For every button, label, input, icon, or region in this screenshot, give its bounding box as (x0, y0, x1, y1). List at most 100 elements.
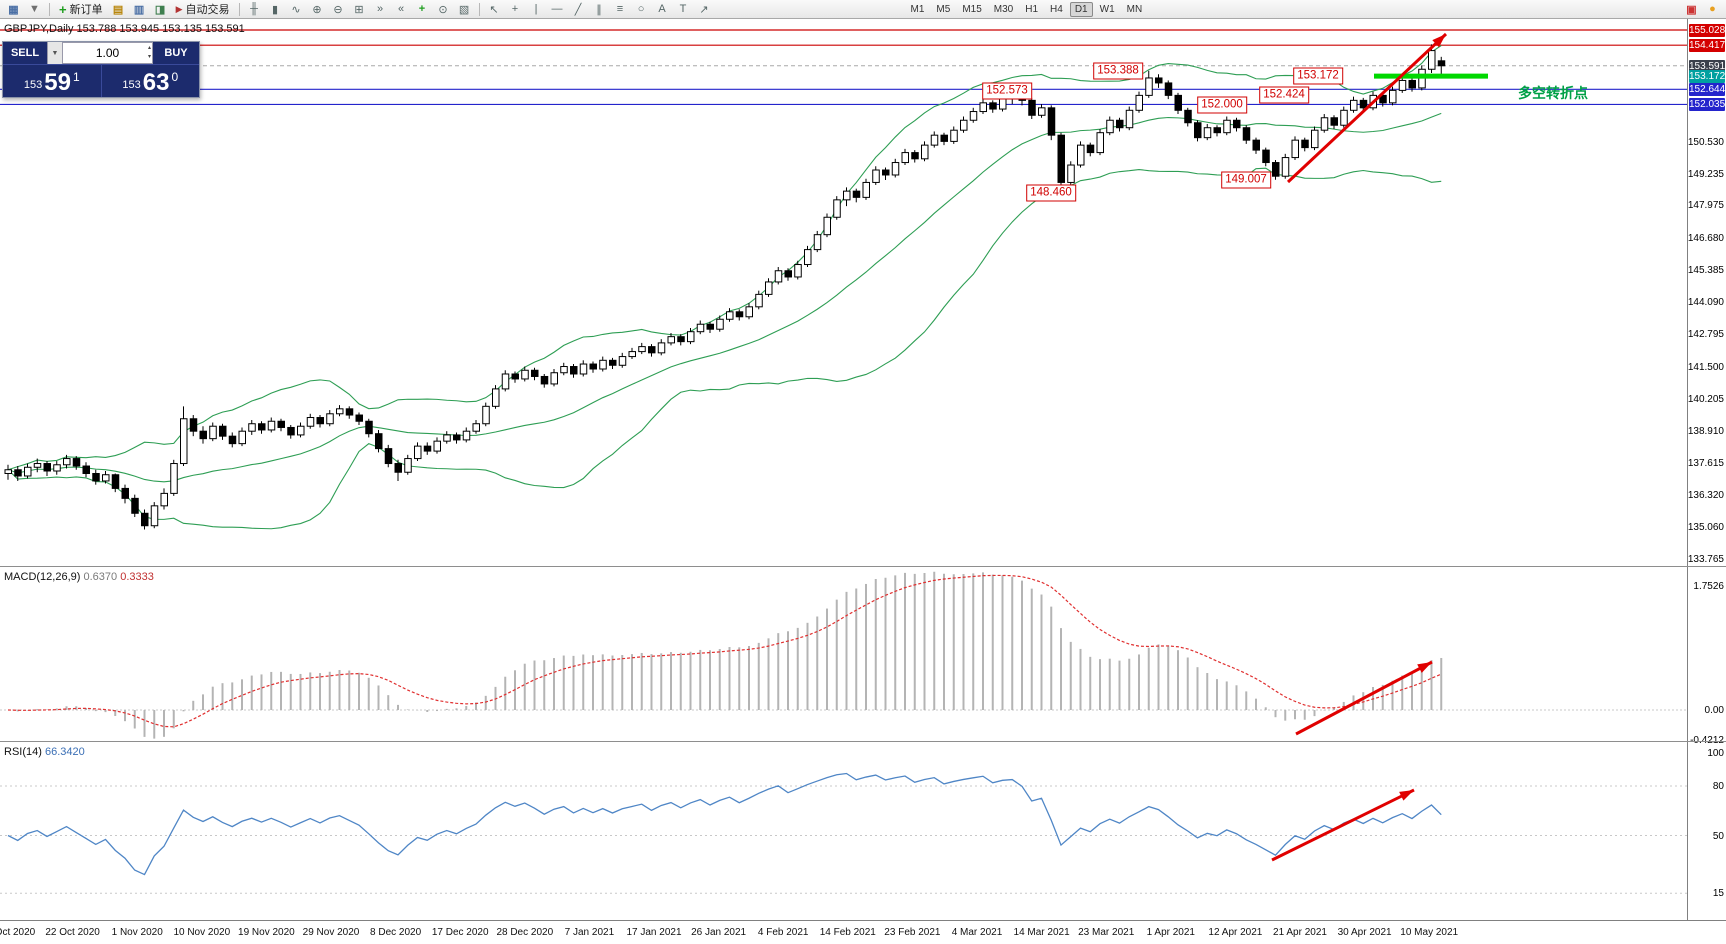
lot-dropdown-button[interactable]: ▼ (47, 42, 62, 64)
autotrade-button[interactable]: ▶ 自动交易 (171, 1, 235, 18)
timeframe-h1-button[interactable]: H1 (1025, 3, 1039, 15)
data-window-icon[interactable]: ▥ (133, 3, 145, 16)
trendline-icon[interactable]: ╱ (574, 3, 582, 16)
time-label: 4 Mar 2021 (951, 927, 1003, 938)
main-chart-canvas[interactable] (0, 19, 1687, 567)
lot-decrease-button[interactable]: ▾ (147, 54, 151, 60)
price-label-annotation[interactable]: 153.388 (1093, 62, 1143, 80)
bar-chart-icon[interactable]: ╫ (250, 3, 258, 15)
buy-button[interactable]: BUY (153, 42, 199, 64)
horizontal-line-icon[interactable]: — (551, 3, 563, 15)
timeframe-m5-button[interactable]: M5 (936, 3, 951, 15)
sell-button[interactable]: SELL (3, 42, 47, 64)
time-label: 14 Mar 2021 (1013, 927, 1070, 938)
indicators-icon[interactable]: + (418, 3, 426, 15)
new-chart-icon[interactable]: ▦ (8, 3, 19, 16)
rsi-canvas[interactable] (0, 742, 1687, 920)
channel-icon[interactable]: ∥ (596, 3, 602, 16)
toolbar-separator (478, 2, 480, 16)
chart-profiles-icon[interactable]: ▼ (29, 3, 40, 15)
timeframe-mn-button[interactable]: MN (1126, 3, 1143, 15)
main-chart-panel[interactable]: GBPJPY,Daily 153.788 153.945 153.135 153… (0, 19, 1687, 567)
time-axis[interactable]: 13 Oct 2020 22 Oct 2020 1 Nov 2020 10 Nov 2… (0, 920, 1726, 944)
autotrade-icon: ▶ (175, 3, 183, 14)
community-icon[interactable]: ▣ (1686, 3, 1697, 16)
notification-badge-icon[interactable]: ● (1709, 3, 1716, 15)
chart-shift-icon[interactable]: « (397, 3, 405, 15)
panel-separator[interactable] (0, 566, 1726, 567)
macd-label: MACD(12,26,9) 0.6370 0.3333 (4, 571, 154, 583)
axis-label: 50 (1712, 830, 1724, 842)
sell-price-button[interactable]: 153 59 1 (3, 65, 101, 97)
shapes-icon[interactable]: ○ (637, 3, 645, 15)
time-label: 26 Jan 2021 (691, 927, 747, 938)
macd-canvas[interactable] (0, 567, 1687, 742)
axis-label: 0.00 (1704, 705, 1724, 716)
timeframe-m1-button[interactable]: M1 (910, 3, 925, 15)
cursor-icon[interactable]: ↖ (489, 3, 499, 16)
price-label-annotation[interactable]: 149.007 (1221, 171, 1271, 189)
price-label-annotation[interactable]: 152.573 (982, 82, 1032, 100)
market-watch-icon[interactable]: ▤ (112, 3, 124, 16)
time-label: 22 Oct 2020 (45, 927, 100, 938)
timeframe-m30-button[interactable]: M30 (993, 3, 1014, 15)
arrows-icon[interactable]: ↗ (699, 3, 709, 16)
time-label: 4 Feb 2021 (757, 927, 809, 938)
crosshair-icon[interactable]: + (511, 3, 519, 15)
timeframe-d1-button[interactable]: D1 (1069, 1, 1093, 17)
buy-price-sup: 0 (171, 70, 179, 84)
time-label: 7 Jan 2021 (564, 927, 615, 938)
annotation-note[interactable]: 多空转折点 (1518, 85, 1588, 101)
price-label-annotation[interactable]: 152.000 (1197, 96, 1247, 114)
auto-scroll-icon[interactable]: » (376, 3, 384, 15)
time-label: 14 Feb 2021 (819, 927, 876, 938)
buy-price-small: 153 (122, 79, 141, 91)
rsi-panel[interactable]: RSI(14) 66.3420 (0, 742, 1687, 920)
time-label: 8 Dec 2020 (370, 927, 422, 938)
axis-label: 153.591 (1689, 59, 1726, 73)
candlestick-chart-icon[interactable]: ▮ (271, 3, 279, 16)
axis-label: 133.765 (1687, 553, 1724, 565)
timeframe-toolbar: M1 M5 M15 M30 H1 H4 D1 W1 MN (905, 1, 1149, 17)
axis-label: 138.910 (1687, 425, 1724, 437)
new-order-button[interactable]: + 新订单 (54, 1, 108, 18)
lot-size-input[interactable]: 1.00 ▴ ▾ (62, 42, 153, 64)
axis-label: 142.795 (1687, 329, 1724, 341)
axis-label: 15 (1712, 888, 1724, 900)
time-label: 23 Feb 2021 (884, 927, 941, 938)
timeframe-m15-button[interactable]: M15 (962, 3, 982, 15)
price-label-annotation[interactable]: 148.460 (1026, 184, 1076, 202)
axis-label: 146.680 (1687, 232, 1724, 244)
time-label: 13 Oct 2020 (0, 927, 36, 938)
buy-price-button[interactable]: 153 63 0 (102, 65, 200, 97)
time-label: 10 Nov 2020 (173, 927, 231, 938)
axis-label: 145.385 (1687, 264, 1724, 276)
timeframe-h4-button[interactable]: H4 (1050, 3, 1063, 15)
text-icon[interactable]: A (658, 3, 666, 15)
price-label-annotation[interactable]: 152.424 (1259, 86, 1309, 104)
axis-label: 136.320 (1687, 490, 1724, 502)
lot-increase-button[interactable]: ▴ (147, 45, 151, 51)
macd-name: MACD(12,26,9) (4, 571, 81, 583)
time-label: 30 Apr 2021 (1337, 927, 1392, 938)
fibonacci-icon[interactable]: ≡ (616, 3, 624, 15)
sell-price-big: 59 (44, 69, 71, 96)
text-label-icon[interactable]: T (679, 3, 687, 15)
timeframe-w1-button[interactable]: W1 (1099, 3, 1115, 15)
axis-label: 1.7526 (1693, 581, 1724, 593)
tile-windows-icon[interactable]: ⊞ (354, 3, 364, 16)
price-label-annotation[interactable]: 153.172 (1293, 67, 1343, 85)
time-label: 23 Mar 2021 (1078, 927, 1135, 938)
templates-icon[interactable]: ▧ (458, 3, 470, 16)
zoom-out-icon[interactable]: ⊖ (333, 3, 343, 16)
periods-icon[interactable]: ⊙ (438, 3, 448, 16)
zoom-in-icon[interactable]: ⊕ (312, 3, 322, 16)
vertical-line-icon[interactable]: | (534, 3, 538, 15)
price-axis[interactable]: 155.028 154.417 153.591 153.172 152.644 152.0… (1687, 19, 1726, 920)
sell-price-small: 153 (23, 79, 43, 91)
axis-label: 141.500 (1687, 361, 1724, 373)
panel-separator[interactable] (0, 741, 1726, 742)
line-chart-icon[interactable]: ∿ (291, 3, 301, 16)
navigator-icon[interactable]: ◨ (154, 3, 166, 16)
macd-panel[interactable]: MACD(12,26,9) 0.6370 0.3333 (0, 567, 1687, 742)
